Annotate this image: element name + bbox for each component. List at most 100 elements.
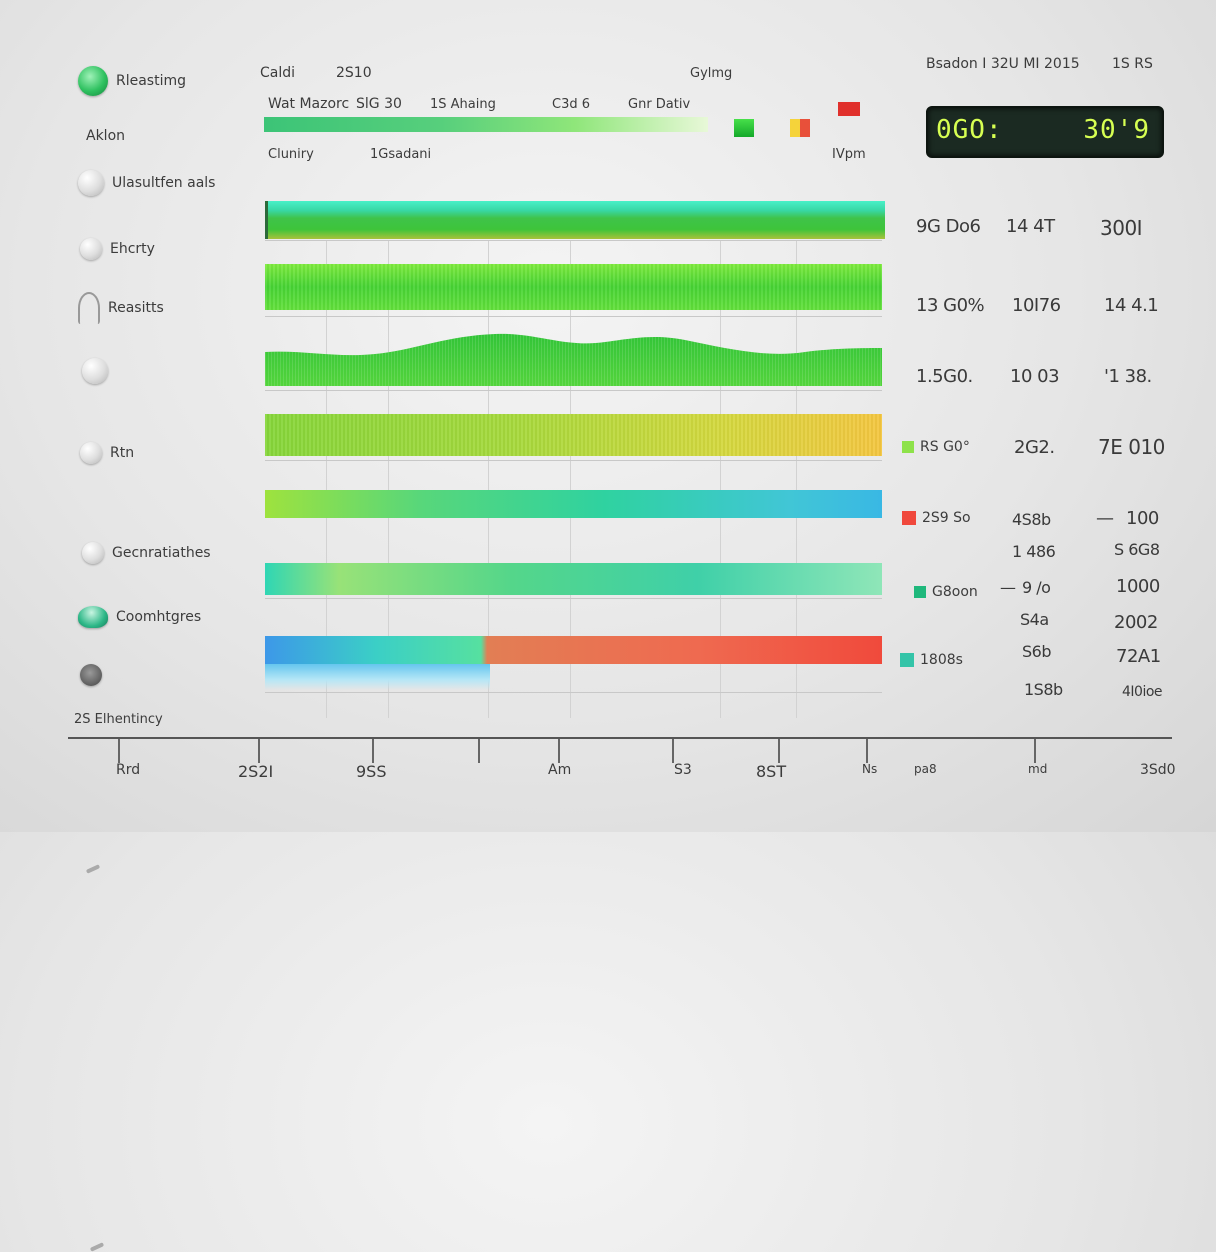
sidebar-item-2[interactable]: Ulasultfen aals	[78, 170, 215, 196]
grid-line	[265, 692, 882, 693]
signal-band-4	[265, 414, 882, 456]
sidebar-footer: 2S Elhentincy	[74, 712, 163, 727]
signal-band-7-glow	[265, 664, 490, 690]
value-c3: '1 38.	[1104, 366, 1152, 387]
lcd-right: 30'9	[1083, 115, 1150, 145]
value-c3: 7E 010	[1098, 435, 1165, 459]
value-c3: 4I0ioe	[1122, 684, 1163, 700]
value-c2: 14 4T	[1006, 216, 1055, 237]
sidebar-item-label: Gecnratiathes	[112, 545, 211, 561]
knob-icon	[80, 238, 102, 260]
value-c3: 2002	[1114, 612, 1158, 633]
sidebar-item-3[interactable]: Ehcrty	[80, 238, 155, 260]
row-tag: RS G0°	[902, 439, 970, 455]
sidebar-item-5[interactable]	[82, 358, 116, 384]
axis-label: 3Sd0	[1140, 762, 1176, 778]
value-c2: 1S8b	[1024, 680, 1063, 699]
value-c2: 9 /o	[1022, 578, 1051, 597]
lcd-display: 0GO: 30'9	[926, 106, 1164, 158]
header-label: Cluniry	[268, 147, 314, 162]
axis-tick	[372, 739, 374, 763]
axis-tick	[778, 739, 780, 763]
signal-band-1	[265, 201, 885, 239]
value-c3: 300I	[1100, 216, 1143, 240]
row-tag-label: 2S9 So	[922, 510, 971, 526]
grid-line	[265, 598, 882, 599]
knob-icon	[80, 442, 102, 464]
grid-line	[570, 240, 571, 718]
sidebar-item-1[interactable]: Aklon	[85, 128, 126, 874]
axis-label: Rrd	[116, 762, 141, 778]
axis-tick	[478, 739, 480, 763]
value-c2: 2G2.	[1014, 437, 1055, 458]
tag-swatch-icon	[914, 586, 926, 598]
value-c1: 13 G0%	[916, 295, 985, 316]
sidebar-item-label: Ehcrty	[110, 241, 155, 257]
axis-tick	[866, 739, 868, 763]
row-tag: G8oon	[914, 584, 978, 600]
sidebar-item-9[interactable]: Coomhtgres	[78, 606, 201, 628]
value-c2: S4a	[1020, 610, 1049, 629]
value-c3: 100	[1126, 508, 1159, 529]
axis-tick	[1034, 739, 1036, 763]
value-c3: S 6G8	[1114, 540, 1160, 559]
header-progress-bar	[264, 117, 708, 132]
header-label: C3d 6	[552, 97, 591, 112]
teal-knob-icon	[78, 606, 108, 628]
axis-tick	[258, 739, 260, 763]
axis-tick	[558, 739, 560, 763]
grid-line	[265, 240, 882, 241]
grid-line	[265, 390, 882, 391]
value-c2: 10 03	[1010, 366, 1060, 387]
value-c2: 4S8b	[1012, 510, 1051, 529]
value-c2: 10I76	[1012, 295, 1061, 316]
sidebar-item-label: Rtn	[110, 445, 135, 461]
red-square-icon	[838, 102, 860, 116]
tick-icon	[85, 864, 101, 874]
grid-line	[488, 240, 489, 718]
sidebar-item-label: Aklon	[86, 128, 126, 144]
grid-line	[720, 240, 721, 718]
yellow-red-square-icon	[790, 119, 810, 137]
grid-line	[796, 240, 797, 718]
tag-swatch-icon	[902, 441, 914, 453]
dark-knob-icon	[80, 664, 102, 686]
value-c1: 1.5G0.	[916, 366, 973, 387]
axis-label: S3	[674, 762, 692, 778]
header-label: IVpm	[832, 147, 866, 162]
axis-label: md	[1028, 762, 1048, 776]
green-knob-icon	[78, 66, 108, 96]
value-c1: 9G Do6	[916, 216, 981, 237]
axis-label: pa8	[914, 762, 937, 776]
sidebar-item-8[interactable]: Gecnratiathes	[82, 542, 211, 564]
header-label: SlG 30	[356, 96, 402, 112]
header-label: Caldi	[260, 65, 296, 81]
sidebar-item-label: Reasitts	[108, 300, 164, 316]
green-square-icon	[734, 119, 754, 137]
grid-line	[265, 460, 882, 461]
grid-line	[388, 240, 389, 718]
tick-icon	[89, 1242, 105, 1252]
row-tag-label: RS G0°	[920, 439, 970, 455]
row-tag: 2S9 So	[902, 510, 971, 526]
sidebar-item-10[interactable]	[80, 664, 110, 686]
knob-icon	[82, 542, 104, 564]
axis-label: 8ST	[756, 762, 787, 781]
axis-tick	[672, 739, 674, 763]
value-c2: 1 486	[1012, 542, 1056, 561]
signal-band-2	[265, 264, 882, 310]
sidebar-item-0[interactable]: Rleastimg	[78, 66, 186, 96]
sidebar-item-label: Ulasultfen aals	[112, 175, 216, 191]
sidebar-item-4[interactable]: Reasitts	[78, 292, 164, 324]
header-label: Wat Mazorc	[268, 96, 350, 112]
sidebar-item-6[interactable]: Rtn	[80, 442, 134, 464]
value-c3-dash: —	[1096, 508, 1114, 529]
value-c3: 72A1	[1116, 646, 1161, 667]
axis-label: Am	[548, 762, 572, 778]
value-c3: 1000	[1116, 576, 1160, 597]
sidebar-item-label: Rleastimg	[116, 73, 187, 89]
tag-swatch-icon	[900, 653, 914, 667]
grid-line	[265, 316, 882, 317]
signal-band-7	[265, 636, 882, 664]
row-tag: 1808s	[900, 652, 963, 668]
